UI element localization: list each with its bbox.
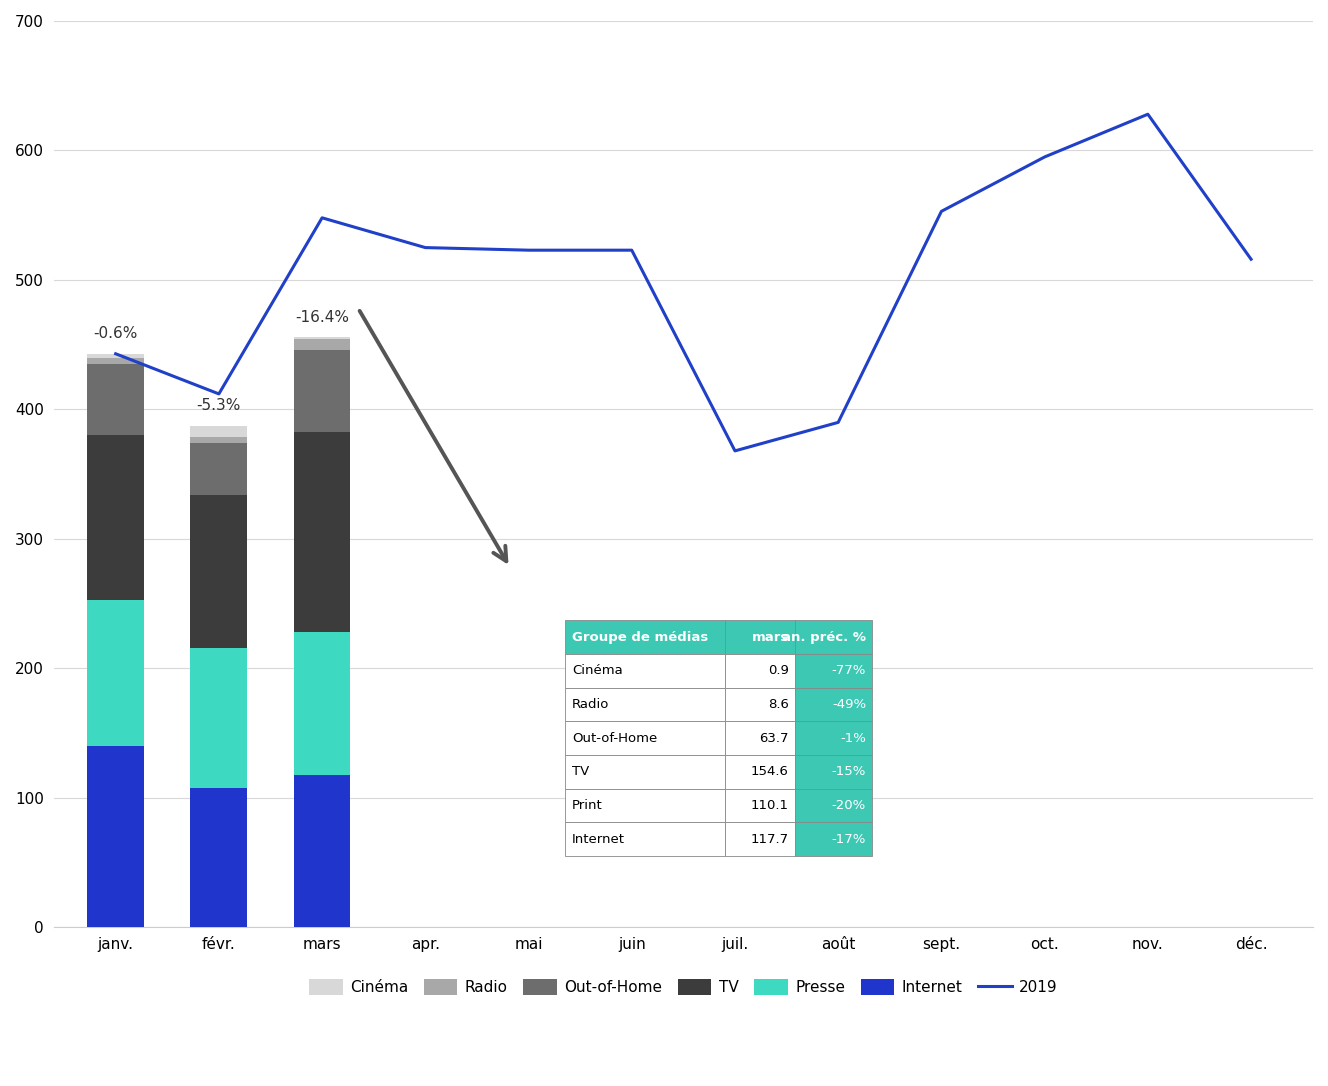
Bar <box>564 620 725 654</box>
Bar <box>88 364 143 435</box>
Text: Radio: Radio <box>572 698 610 711</box>
Bar <box>293 338 351 339</box>
Text: -77%: -77% <box>831 665 866 678</box>
Bar <box>293 432 351 632</box>
Bar <box>725 755 795 788</box>
Text: 154.6: 154.6 <box>750 766 789 779</box>
Text: -15%: -15% <box>831 766 866 779</box>
Bar <box>88 435 143 599</box>
Text: Cinéma: Cinéma <box>572 665 623 678</box>
Bar <box>190 427 247 437</box>
Bar <box>795 721 872 755</box>
Text: Internet: Internet <box>572 833 625 846</box>
Bar <box>293 632 351 775</box>
Bar <box>564 788 725 822</box>
Text: Print: Print <box>572 799 603 812</box>
Text: 110.1: 110.1 <box>750 799 789 812</box>
Bar <box>725 620 795 654</box>
Bar <box>564 755 725 788</box>
Bar <box>725 654 795 687</box>
Bar <box>564 687 725 721</box>
Text: -1%: -1% <box>841 732 866 745</box>
Bar <box>293 350 351 432</box>
Text: -0.6%: -0.6% <box>93 326 138 341</box>
Text: -20%: -20% <box>831 799 866 812</box>
Bar <box>564 654 725 687</box>
Bar <box>88 746 143 927</box>
Text: -5.3%: -5.3% <box>197 399 242 414</box>
Text: 8.6: 8.6 <box>768 698 789 711</box>
Bar <box>795 788 872 822</box>
Bar <box>190 647 247 787</box>
Text: TV: TV <box>572 766 590 779</box>
Text: Groupe de médias: Groupe de médias <box>572 631 708 644</box>
Bar <box>725 822 795 856</box>
Bar <box>795 687 872 721</box>
Bar <box>293 775 351 927</box>
Bar <box>190 437 247 443</box>
Text: 117.7: 117.7 <box>750 833 789 846</box>
Text: -17%: -17% <box>831 833 866 846</box>
Bar <box>88 354 143 357</box>
Bar <box>725 721 795 755</box>
Text: mars: mars <box>752 631 789 644</box>
Legend: Cinéma, Radio, Out-of-Home, TV, Presse, Internet, 2019: Cinéma, Radio, Out-of-Home, TV, Presse, … <box>303 973 1064 1001</box>
Bar <box>795 822 872 856</box>
Text: 0.9: 0.9 <box>768 665 789 678</box>
Bar <box>564 822 725 856</box>
Bar <box>88 599 143 746</box>
Bar <box>88 357 143 364</box>
Bar <box>795 755 872 788</box>
Bar <box>293 339 351 350</box>
Bar <box>795 654 872 687</box>
Text: 63.7: 63.7 <box>760 732 789 745</box>
Bar <box>190 443 247 495</box>
Text: an. préc. %: an. préc. % <box>782 631 866 644</box>
Bar <box>564 721 725 755</box>
Bar <box>725 788 795 822</box>
Bar <box>725 687 795 721</box>
Bar <box>190 787 247 927</box>
Text: -49%: -49% <box>831 698 866 711</box>
Text: Out-of-Home: Out-of-Home <box>572 732 657 745</box>
Bar <box>190 495 247 647</box>
Bar <box>795 620 872 654</box>
Text: -16.4%: -16.4% <box>295 310 349 325</box>
